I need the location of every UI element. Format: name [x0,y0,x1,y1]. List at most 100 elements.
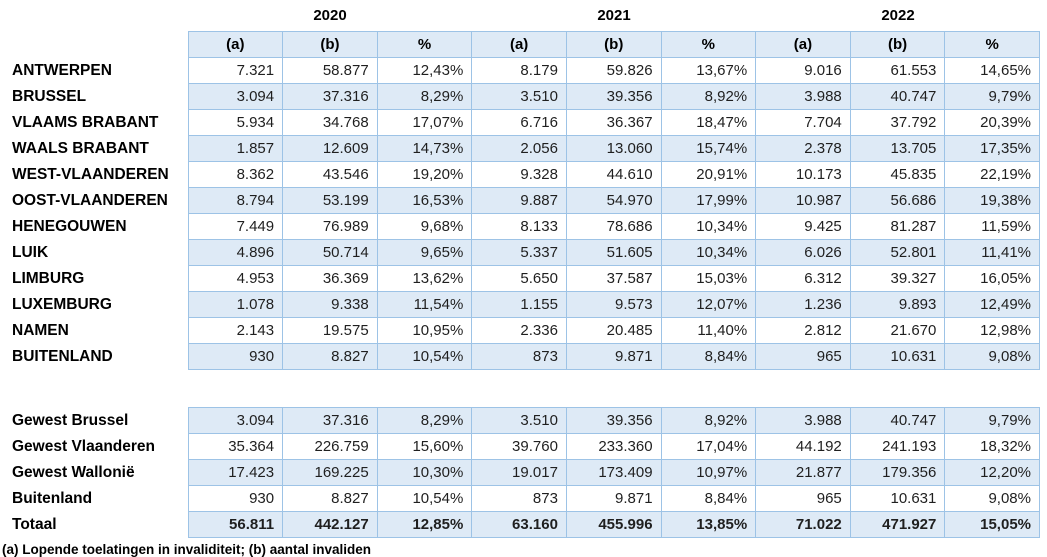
value-cell: 10.173 [755,161,851,188]
value-cell: 930 [187,343,284,370]
row-label: HENEGOUWEN [0,213,188,240]
value-cell: 78.686 [565,213,662,240]
row-label: Gewest Brussel [0,407,188,434]
value-cell: 58.877 [282,57,378,84]
value-cell: 52.801 [849,239,946,266]
value-cell: 71.022 [755,511,851,538]
table-row: LIMBURG 4.953 36.369 13,62% 5.650 37.587 15,03… [0,265,1040,292]
table-row: Gewest Vlaanderen 35.364 226.759 15,60% 39.7… [0,433,1040,460]
value-cell: 10,34% [660,239,757,266]
value-cell: 21.670 [849,317,946,344]
value-cell: 39.327 [849,265,946,292]
value-cell: 10,54% [376,485,473,512]
value-cell: 37.316 [282,83,378,110]
value-cell: 8,84% [660,343,757,370]
value-cell: 14,65% [944,57,1040,84]
row-label: OOST-VLAANDEREN [0,187,188,214]
value-cell: 10,34% [660,213,757,240]
value-cell: 10,95% [376,317,473,344]
year-header-2022: 2022 [881,7,915,24]
provinces-table: (a) (b) % (a) (b) % (a) (b) % ANTWERPEN 7… [0,31,1040,370]
value-cell: 8.133 [471,213,567,240]
value-cell: 5.934 [187,109,284,136]
value-cell: 13,85% [660,511,757,538]
table-row: BUITENLAND 930 8.827 10,54% 873 9.871 8,84% 965… [0,343,1040,370]
value-cell: 873 [471,485,567,512]
value-cell: 45.835 [849,161,946,188]
value-cell: 1.236 [755,291,851,318]
value-cell: 39.760 [471,433,567,460]
value-cell: 50.714 [282,239,378,266]
corner-cell [0,31,188,58]
value-cell: 4.953 [187,265,284,292]
value-cell: 9.338 [282,291,378,318]
value-cell: 81.287 [849,213,946,240]
value-cell: 2.378 [755,135,851,162]
value-cell: 13.705 [849,135,946,162]
value-cell: 17,99% [660,187,757,214]
row-label: Gewest Vlaanderen [0,433,188,460]
value-cell: 9.016 [755,57,851,84]
value-cell: 179.356 [849,459,946,486]
value-cell: 3.988 [755,407,851,434]
value-cell: 36.367 [565,109,662,136]
row-label: BUITENLAND [0,343,188,370]
value-cell: 53.199 [282,187,378,214]
value-cell: 15,60% [376,433,473,460]
value-cell: 12,85% [376,511,473,538]
value-cell: 9,79% [944,407,1040,434]
value-cell: 10.987 [755,187,851,214]
value-cell: 9,08% [944,485,1040,512]
value-cell: 63.160 [471,511,567,538]
value-cell: 12.609 [282,135,378,162]
value-cell: 3.094 [187,83,284,110]
value-cell: 15,03% [660,265,757,292]
value-cell: 3.094 [187,407,284,434]
table-row: LUXEMBURG 1.078 9.338 11,54% 1.155 9.573 12,07… [0,291,1040,318]
value-cell: 14,73% [376,135,473,162]
value-cell: 17,35% [944,135,1040,162]
value-cell: 169.225 [282,459,378,486]
value-cell: 7.321 [187,57,284,84]
row-label: VLAAMS BRABANT [0,109,188,136]
value-cell: 965 [755,343,851,370]
value-cell: 11,54% [376,291,473,318]
value-cell: 3.510 [471,83,567,110]
value-cell: 61.553 [849,57,946,84]
value-cell: 7.704 [755,109,851,136]
value-cell: 1.078 [187,291,284,318]
value-cell: 2.143 [187,317,284,344]
table-row: NAMEN 2.143 19.575 10,95% 2.336 20.485 11,40% 2… [0,317,1040,344]
table-row: OOST-VLAANDEREN 8.794 53.199 16,53% 9.887 54.… [0,187,1040,214]
value-cell: 8.179 [471,57,567,84]
value-cell: 8.827 [282,343,378,370]
value-cell: 4.896 [187,239,284,266]
value-cell: 59.826 [565,57,662,84]
value-cell: 8,92% [660,407,757,434]
value-cell: 9,79% [944,83,1040,110]
value-cell: 6.716 [471,109,567,136]
value-cell: 2.336 [471,317,567,344]
value-cell: 19,20% [376,161,473,188]
column-header-b: (b) [849,31,946,58]
value-cell: 20,39% [944,109,1040,136]
value-cell: 8,92% [660,83,757,110]
value-cell: 7.449 [187,213,284,240]
value-cell: 10.631 [849,485,946,512]
value-cell: 43.546 [282,161,378,188]
table-row: ANTWERPEN 7.321 58.877 12,43% 8.179 59.826 13,… [0,57,1040,84]
row-label: LUIK [0,239,188,266]
value-cell: 9,08% [944,343,1040,370]
row-label: LUXEMBURG [0,291,188,318]
row-label: LIMBURG [0,265,188,292]
value-cell: 15,74% [660,135,757,162]
value-cell: 226.759 [282,433,378,460]
value-cell: 5.337 [471,239,567,266]
value-cell: 11,41% [944,239,1040,266]
value-cell: 9.887 [471,187,567,214]
value-cell: 9,68% [376,213,473,240]
value-cell: 22,19% [944,161,1040,188]
value-cell: 16,53% [376,187,473,214]
row-label: ANTWERPEN [0,57,188,84]
